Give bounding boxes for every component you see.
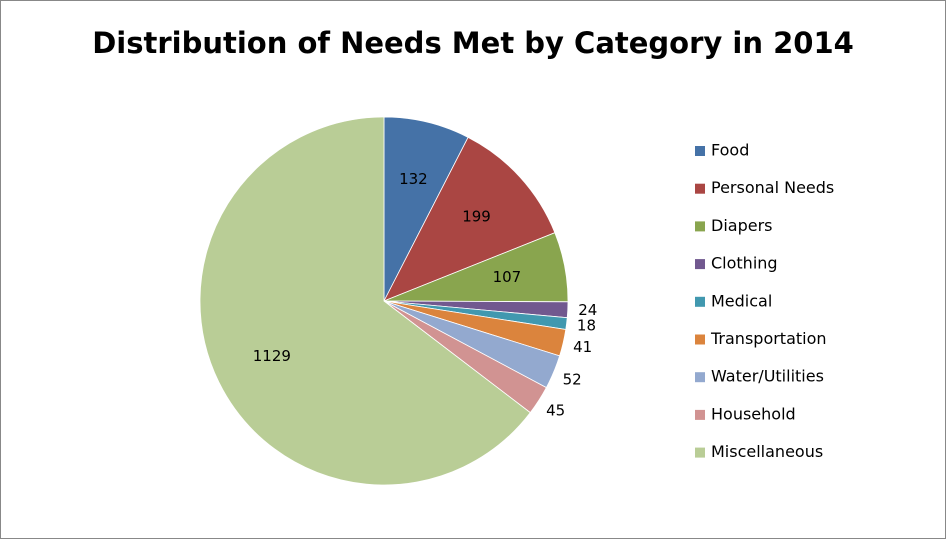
legend-swatch — [695, 146, 705, 156]
data-label: 41 — [573, 338, 592, 356]
legend-swatch — [695, 409, 705, 420]
legend-label: Personal Needs — [711, 178, 834, 197]
legend-label: Household — [711, 404, 796, 423]
legend-label: Miscellaneous — [711, 442, 823, 461]
data-label: 199 — [462, 207, 491, 225]
data-label: 24 — [578, 301, 597, 319]
pie-slice — [383, 136, 556, 302]
legend-swatch — [695, 334, 705, 345]
data-label: 1129 — [253, 347, 291, 365]
data-label: 52 — [563, 370, 582, 388]
legend-swatch — [695, 296, 705, 307]
data-label: 107 — [493, 268, 522, 286]
data-label: 45 — [546, 402, 565, 420]
chart-title: Distribution of Needs Met by Category in… — [92, 26, 854, 60]
legend-swatch — [695, 372, 705, 383]
legend-label: Clothing — [711, 254, 778, 273]
legend-swatch — [695, 221, 705, 232]
legend-label: Food — [711, 141, 749, 160]
data-label: 18 — [577, 317, 596, 335]
legend-label: Transportation — [710, 329, 827, 348]
legend-swatch — [695, 447, 705, 458]
legend-swatch — [695, 259, 705, 270]
legend-swatch — [695, 183, 705, 194]
pie-slice — [199, 116, 531, 486]
legend-label: Water/Utilities — [711, 367, 824, 386]
data-label: 132 — [399, 170, 428, 188]
legend-label: Diapers — [711, 216, 772, 235]
legend-label: Medical — [711, 291, 772, 310]
